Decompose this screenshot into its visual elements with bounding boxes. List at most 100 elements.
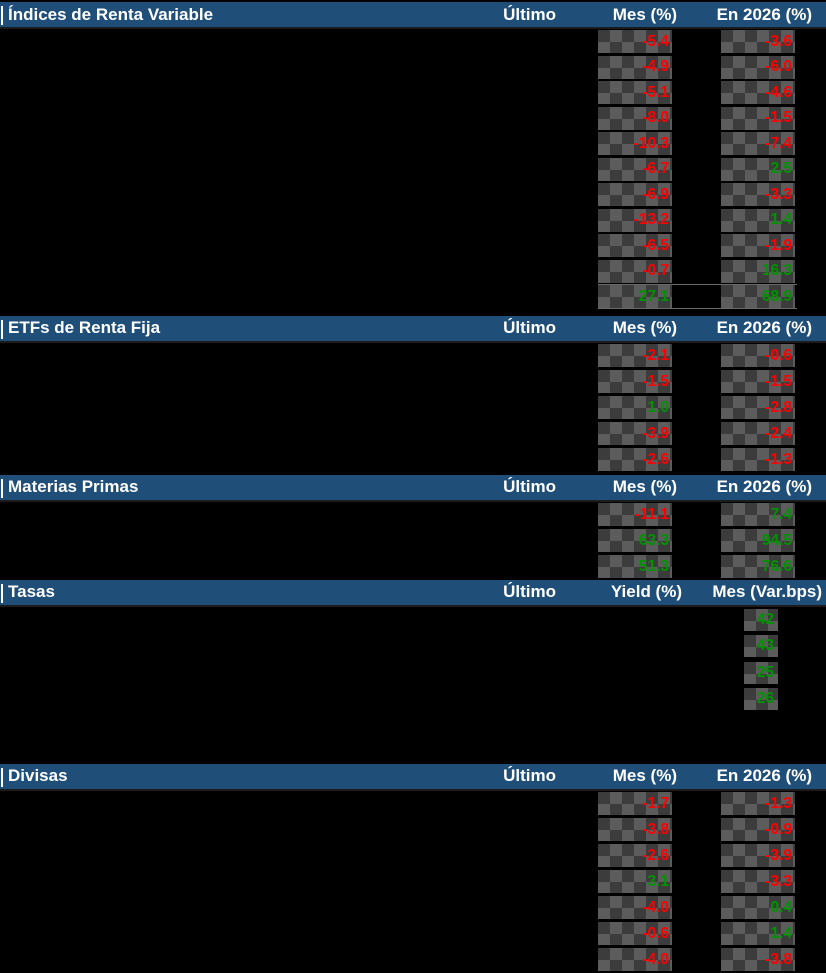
value-chip: 94.5: [721, 529, 795, 552]
en-2026-cell: 2.5: [677, 157, 826, 181]
en-2026-value: 94.5: [761, 531, 792, 549]
en-2026-value: 1.4: [770, 211, 792, 229]
mes-cell: -2.6: [556, 844, 677, 867]
mes-cell: 51.3: [556, 555, 677, 578]
value-chip: 51.3: [598, 555, 672, 578]
value-chip: -11.1: [598, 503, 672, 526]
table-row: 51.3 76.6: [0, 554, 826, 580]
section-header-divisas: Divisas Último Mes (%) En 2026 (%): [0, 763, 826, 791]
en-2026-cell: -0.6: [677, 344, 826, 367]
en-2026-cell: -0.9: [677, 818, 826, 841]
mes-cell: -3.9: [556, 422, 677, 445]
en-2026-value: -3.8: [765, 950, 792, 968]
en-2026-cell: 94.5: [677, 529, 826, 552]
en-2026-value: -1.3: [765, 450, 792, 468]
en-2026-value: 16.3: [761, 262, 792, 280]
value-chip: -4.0: [598, 948, 672, 971]
table-row: -3.9 -2.4: [0, 421, 826, 447]
mes-value: -2.6: [642, 846, 669, 864]
mes-value: -3.9: [642, 424, 669, 442]
header-left-notch: [1, 319, 3, 339]
mes-cell: -10.3: [556, 132, 677, 156]
mes-value: -1.7: [642, 794, 669, 812]
value-chip: -6.7: [598, 157, 672, 181]
en-2026-cell: -7.4: [677, 132, 826, 156]
section-header-indices-renta-variable: Índices de Renta Variable Último Mes (%) En…: [0, 2, 826, 29]
mes-cell: -4.0: [556, 896, 677, 919]
value-chip: -3.9: [721, 844, 795, 867]
mes-cell: -3.8: [556, 818, 677, 841]
mes-value: -10.3: [633, 134, 669, 152]
value-chip: 0.4: [721, 896, 795, 919]
value-chip: -1.5: [721, 106, 795, 130]
value-chip: -13.2: [598, 208, 672, 232]
mes-cell: -2.1: [556, 344, 677, 367]
value-chip: -6.5: [598, 234, 672, 258]
section-materias-primas: Materias Primas Último Mes (%) En 2026 (%) -…: [0, 474, 826, 580]
var-bps-cell: 43: [682, 635, 826, 658]
mes-value: -2.6: [642, 450, 669, 468]
mes-cell: -1.7: [556, 792, 677, 815]
value-chip: -4.9: [598, 55, 672, 79]
value-chip: 68.9: [721, 285, 795, 309]
table-row: -6.5 -1.9: [0, 233, 826, 259]
section-title: ETFs de Renta Fija: [8, 318, 161, 337]
mes-value: -5.4: [642, 32, 669, 50]
mes-cell: 1.0: [556, 396, 677, 419]
var-bps-cell: 42: [682, 608, 826, 631]
mes-value: -4.0: [642, 950, 669, 968]
en-2026-value: -1.3: [765, 794, 792, 812]
table-row: -0.6 1.4: [0, 921, 826, 947]
mes-cell: -0.7: [556, 259, 677, 283]
en-2026-value: -2.4: [765, 424, 792, 442]
en-2026-cell: -1.3: [677, 792, 826, 815]
column-header-mes: Mes (%): [612, 318, 677, 337]
value-chip: -1.3: [721, 792, 795, 815]
table-row: -4.9 -6.0: [0, 55, 826, 81]
column-header-ultimo: Último: [503, 582, 556, 601]
column-header-yield: Yield (%): [610, 582, 682, 601]
mes-value: 3.1: [647, 872, 669, 890]
mes-value: -4.0: [642, 898, 669, 916]
en-2026-value: -6.0: [765, 58, 792, 76]
mes-cell: -13.2: [556, 208, 677, 232]
en-2026-value: 76.6: [761, 557, 792, 575]
mes-value: -0.7: [642, 262, 669, 280]
table-row: -8.0 -1.5: [0, 106, 826, 132]
mes-value: -6.5: [642, 236, 669, 254]
column-header-mes: Mes (%): [612, 766, 677, 785]
mes-cell: 63.3: [556, 529, 677, 552]
value-chip: -7.4: [721, 132, 795, 156]
table-row: 43: [0, 633, 826, 660]
en-2026-value: -0.9: [765, 820, 792, 838]
var-bps-value: 42: [756, 610, 774, 628]
value-chip: 43: [744, 635, 778, 658]
en-2026-cell: 16.3: [677, 259, 826, 283]
value-chip: -2.6: [598, 448, 672, 471]
table-row: -6.7 2.5: [0, 157, 826, 183]
header-left-notch: [1, 6, 3, 25]
value-chip: -8.0: [598, 106, 672, 130]
value-chip: 2.5: [721, 157, 795, 181]
table-row: 42: [0, 607, 826, 634]
en-2026-value: -4.6: [765, 83, 792, 101]
table-row: -2.6 -3.9: [0, 843, 826, 869]
table-row: -2.1 -0.6: [0, 343, 826, 369]
value-chip: 3.1: [598, 870, 672, 893]
en-2026-cell: -1.9: [677, 234, 826, 258]
column-header-en-2026: En 2026 (%): [716, 318, 812, 337]
table-row: 63.3 94.5: [0, 528, 826, 554]
en-2026-cell: 1.4: [677, 208, 826, 232]
value-chip: 27.1: [598, 285, 672, 309]
value-chip: -10.3: [598, 132, 672, 156]
en-2026-value: -7.4: [765, 134, 792, 152]
table-row: -3.8 -0.9: [0, 817, 826, 843]
mes-cell: -1.5: [556, 370, 677, 393]
table-row: -10.3 -7.4: [0, 131, 826, 157]
value-chip: -1.5: [721, 370, 795, 393]
en-2026-value: -1.9: [765, 236, 792, 254]
mes-cell: -5.4: [556, 30, 677, 54]
value-chip: -4.0: [598, 896, 672, 919]
en-2026-cell: 7.4: [677, 503, 826, 526]
column-header-en-2026: En 2026 (%): [716, 4, 812, 24]
